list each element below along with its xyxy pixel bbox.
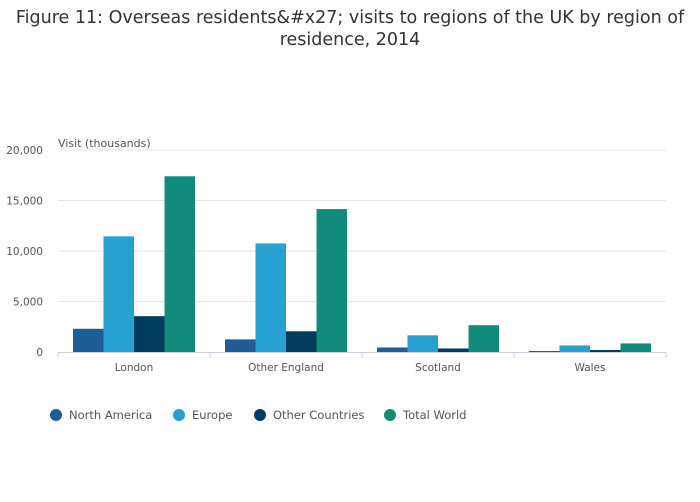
- legend-marker: [254, 409, 266, 421]
- gridlines: [58, 149, 666, 302]
- bar-north-america-london[interactable]: [73, 328, 104, 352]
- axes: 0 5,000 10,000 15,000 20,000 London Other Engl…: [6, 145, 667, 374]
- bar-europe-wales[interactable]: [559, 345, 591, 352]
- legend-label: Other Countries: [273, 408, 364, 422]
- bar-europe-scotland[interactable]: [407, 335, 439, 352]
- y-tick-label: 10,000: [6, 246, 43, 258]
- bar-europe-other-england[interactable]: [255, 243, 287, 352]
- y-tick-label: 20,000: [6, 145, 43, 157]
- legend[interactable]: North America Europe Other Countries Total …: [50, 408, 466, 422]
- bar-other-countries-wales[interactable]: [590, 349, 621, 352]
- bar-other-countries-london[interactable]: [134, 316, 165, 352]
- bar-total-world-london[interactable]: [164, 176, 196, 352]
- bar-total-world-other-england[interactable]: [316, 209, 348, 352]
- x-tick-label: Other England: [248, 362, 324, 374]
- legend-label: Total World: [402, 408, 466, 422]
- bar-other-countries-scotland[interactable]: [438, 348, 469, 352]
- legend-item-other-countries[interactable]: Other Countries: [254, 408, 364, 422]
- legend-label: Europe: [192, 408, 232, 422]
- legend-marker: [173, 409, 185, 421]
- legend-item-north-america[interactable]: North America: [50, 408, 152, 422]
- bars: [73, 176, 651, 352]
- legend-marker: [384, 409, 396, 421]
- bar-other-countries-other-england[interactable]: [286, 331, 317, 352]
- bar-europe-london[interactable]: [103, 236, 135, 352]
- y-axis-label: Visit (thousands): [58, 137, 151, 150]
- legend-item-total-world[interactable]: Total World: [384, 408, 466, 422]
- bar-total-world-wales[interactable]: [620, 343, 652, 352]
- bar-north-america-other-england[interactable]: [225, 339, 256, 352]
- y-tick-label: 5,000: [13, 297, 43, 309]
- legend-label: North America: [69, 408, 152, 422]
- bar-total-world-scotland[interactable]: [468, 325, 500, 352]
- x-tick-label: Scotland: [415, 362, 461, 374]
- legend-item-europe[interactable]: Europe: [173, 408, 232, 422]
- y-tick-label: 15,000: [6, 196, 43, 208]
- y-tick-label: 0: [36, 347, 43, 359]
- chart-title: Figure 11: Overseas residents&#x27; visi…: [15, 8, 685, 50]
- x-tick-label: London: [115, 362, 154, 374]
- bar-north-america-scotland[interactable]: [377, 347, 408, 352]
- bar-north-america-wales[interactable]: [529, 350, 560, 352]
- legend-marker: [50, 409, 62, 421]
- x-tick-label: Wales: [575, 362, 606, 374]
